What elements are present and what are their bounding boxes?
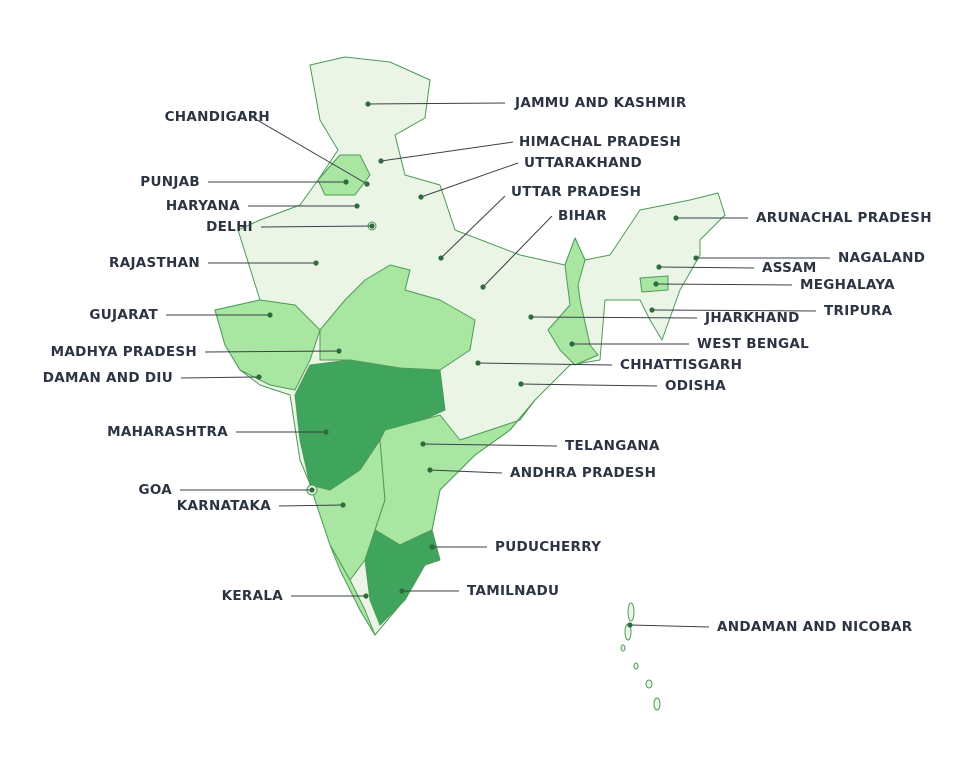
marker-dot — [649, 307, 655, 313]
marker-dot — [313, 260, 319, 266]
state-label: JAMMU AND KASHMIR — [514, 95, 687, 111]
marker-dot — [480, 284, 486, 290]
region-punjab — [317, 154, 371, 196]
state-label: MAHARASHTRA — [107, 424, 228, 440]
state-label: UTTAR PRADESH — [511, 184, 641, 200]
region-gujarat — [214, 299, 321, 391]
region-west-bengal — [547, 237, 599, 366]
leader-line — [278, 504, 344, 507]
leader-line — [204, 350, 340, 353]
leader-line — [655, 283, 793, 286]
state-label: UTTARAKHAND — [524, 155, 642, 171]
state-label: DELHI — [206, 219, 253, 235]
marker-dot — [354, 203, 360, 209]
marker-dot — [364, 181, 370, 187]
marker-dot — [369, 223, 375, 229]
marker-dot — [340, 502, 346, 508]
region-telangana-andhra — [374, 399, 536, 546]
marker-dot — [653, 281, 659, 287]
leader-line — [530, 316, 698, 319]
leader-line — [629, 624, 710, 628]
leader-line — [651, 309, 817, 312]
state-label: MADHYA PRADESH — [51, 344, 197, 360]
marker-dot — [475, 360, 481, 366]
marker-dot — [365, 101, 371, 107]
region-tamilnadu — [364, 529, 441, 626]
state-label: TELANGANA — [565, 438, 660, 454]
state-label: GUJARAT — [89, 307, 158, 323]
map-shapes — [214, 56, 726, 711]
leader-line — [251, 116, 368, 185]
marker-dot — [363, 593, 369, 599]
marker-dot — [438, 255, 444, 261]
leader-line — [180, 376, 260, 379]
marker-dot — [518, 381, 524, 387]
state-label: CHANDIGARH — [165, 109, 270, 125]
marker-dot — [309, 487, 315, 493]
leader-line — [520, 383, 658, 387]
leader-line — [482, 215, 553, 288]
state-label: JHARKHAND — [704, 310, 800, 326]
leader-line — [380, 141, 514, 162]
marker-dot — [627, 622, 633, 628]
state-label: CHHATTISGARH — [620, 357, 742, 373]
marker-dot — [343, 179, 349, 185]
marker-dot — [693, 255, 699, 261]
marker-dot — [378, 158, 384, 164]
marker-dot — [267, 312, 273, 318]
marker-dot — [323, 429, 329, 435]
state-label: ANDAMAN AND NICOBAR — [717, 619, 913, 635]
marker-dot — [418, 194, 424, 200]
state-label: HIMACHAL PRADESH — [519, 134, 681, 150]
state-label: MEGHALAYA — [800, 277, 895, 293]
region-kerala — [329, 544, 376, 636]
marker-dot — [336, 348, 342, 354]
marker-dot — [427, 467, 433, 473]
state-label: TAMILNADU — [467, 583, 559, 599]
marker-dot — [256, 374, 262, 380]
leader-line — [440, 195, 506, 259]
islands — [620, 602, 661, 711]
marker-dot — [528, 314, 534, 320]
state-label: PUDUCHERRY — [495, 539, 601, 555]
leader-line — [658, 266, 755, 269]
marker-dot — [673, 215, 679, 221]
state-label: ODISHA — [665, 378, 726, 394]
state-label: ARUNACHAL PRADESH — [756, 210, 932, 226]
leader-line — [367, 102, 506, 105]
leader-line — [420, 162, 519, 198]
marker-dot — [429, 544, 435, 550]
marker-dot — [399, 588, 405, 594]
leader-line — [422, 443, 558, 447]
state-label: RAJASTHAN — [109, 255, 200, 271]
state-label: NAGALAND — [838, 250, 925, 266]
state-label: WEST BENGAL — [697, 336, 809, 352]
state-label: ASSAM — [762, 260, 817, 276]
labels: JAMMU AND KASHMIR HIMACHAL PRADESH UTTARAK… — [43, 95, 932, 635]
state-label: GOA — [138, 482, 172, 498]
state-label: TRIPURA — [824, 303, 893, 319]
state-label: KARNATAKA — [177, 498, 271, 514]
state-label: ANDHRA PRADESH — [510, 465, 656, 481]
marker-dot — [656, 264, 662, 270]
leader-line — [260, 225, 373, 228]
state-label: KERALA — [222, 588, 284, 604]
state-label: PUNJAB — [140, 174, 200, 190]
state-label: BIHAR — [558, 208, 607, 224]
marker-dot — [569, 341, 575, 347]
state-label: HARYANA — [166, 198, 240, 214]
leader-line — [429, 469, 503, 474]
leader-line — [477, 362, 613, 366]
marker-dot — [420, 441, 426, 447]
state-label: DAMAN AND DIU — [43, 370, 173, 386]
